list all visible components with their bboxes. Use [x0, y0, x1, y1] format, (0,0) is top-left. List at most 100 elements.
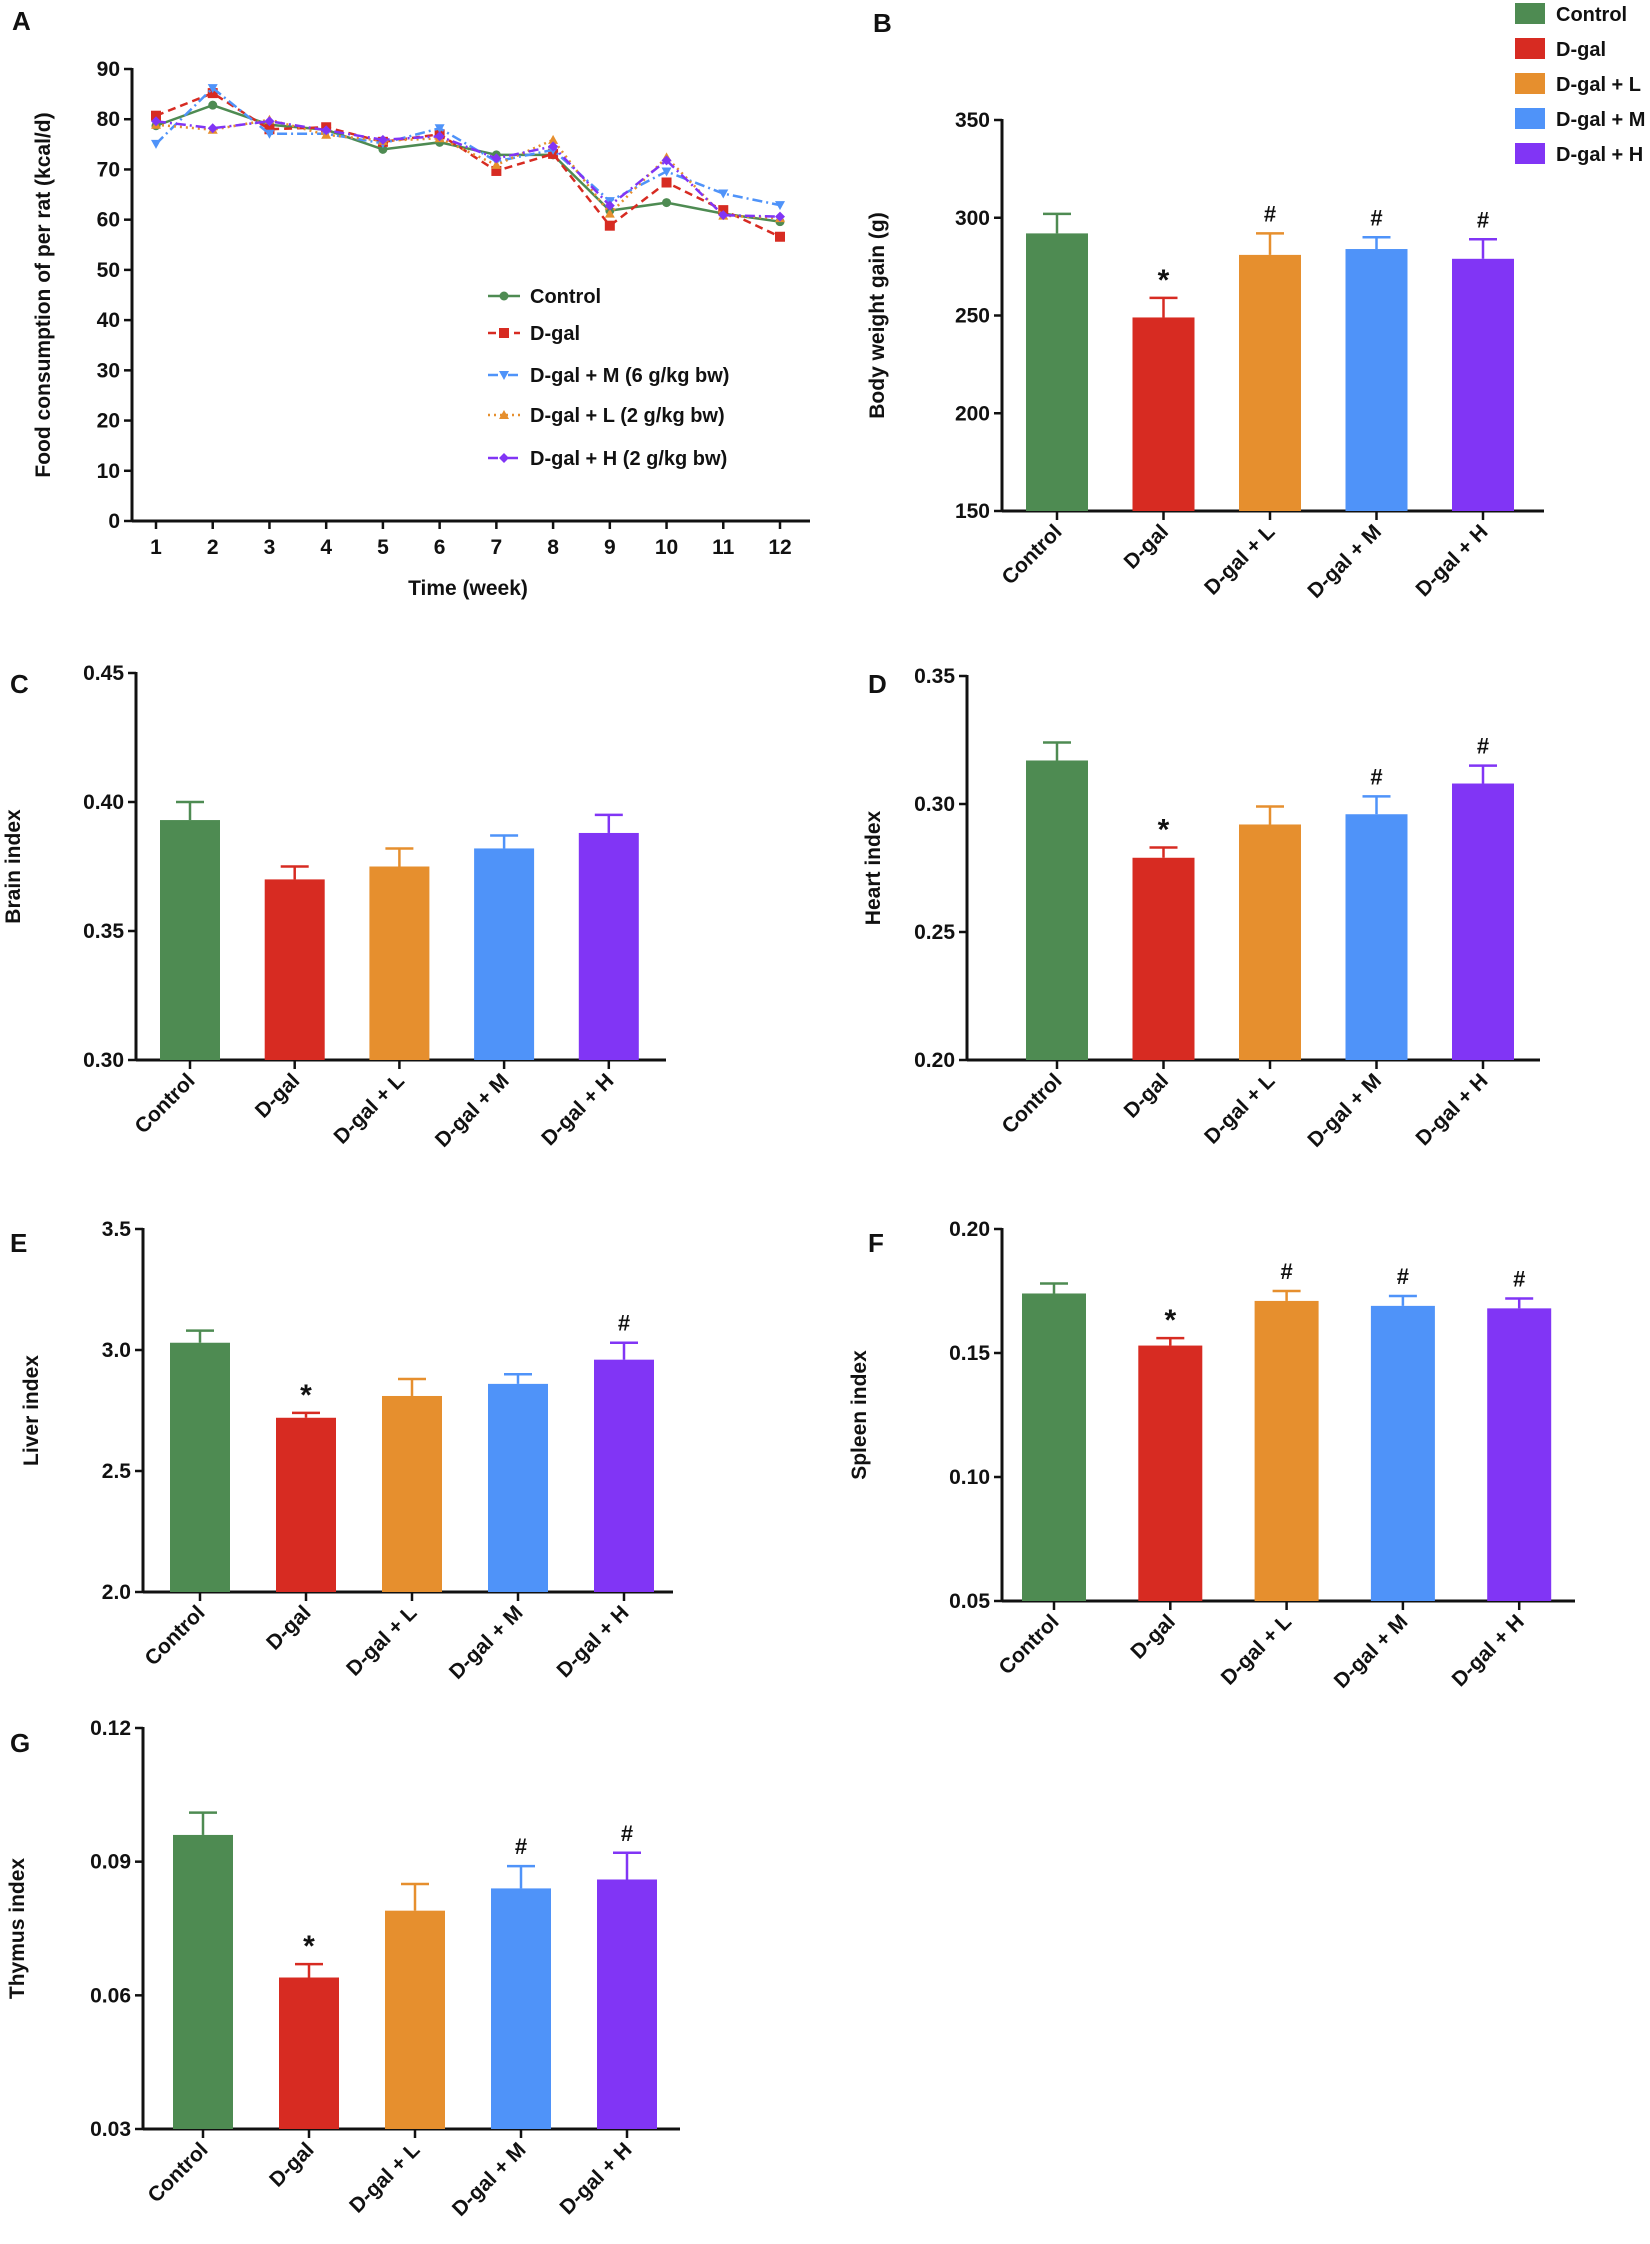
bar-d-gal-m — [474, 848, 535, 1060]
x-tick-label: 9 — [604, 536, 616, 559]
series-line-d-gal-l — [155, 118, 781, 220]
bar-d-gal — [279, 1977, 339, 2129]
y-tick-label: 0.06 — [90, 1984, 131, 2007]
x-tick-label: 8 — [547, 536, 559, 559]
bar-d-gal — [276, 1417, 336, 1592]
data-point — [151, 139, 161, 149]
y-axis-label: Liver index — [20, 1355, 43, 1466]
data-point — [321, 125, 332, 136]
bar-d-gal-l — [1239, 824, 1301, 1060]
y-tick-label: 90 — [97, 58, 120, 81]
legend-marker — [499, 410, 509, 419]
x-tick-label: 7 — [491, 536, 503, 559]
y-tick-label: 0.09 — [90, 1851, 131, 1874]
legend-label: D-gal + L (2 g/kg bw) — [530, 405, 725, 427]
data-point — [207, 84, 218, 94]
legend-groups: Control D-gal D-gal + L D-gal + M D-gal + H — [1515, 3, 1645, 166]
x-tick-label: Control — [997, 520, 1066, 589]
legend-label: D-gal + H (2 g/kg bw) — [530, 448, 727, 470]
x-tick-label: D-gal + L — [342, 1601, 422, 1681]
significance-hash: # — [1280, 1259, 1292, 1284]
x-tick-label: D-gal + H — [552, 1601, 633, 1682]
data-point — [208, 100, 218, 110]
legend-marker — [499, 328, 509, 338]
significance-star: * — [1158, 264, 1170, 297]
y-tick-label: 0.10 — [949, 1466, 990, 1489]
panel-label: A — [12, 6, 31, 36]
x-axis-label: Time (week) — [408, 577, 528, 600]
data-point — [662, 198, 672, 208]
x-tick-label: Control — [130, 1069, 199, 1138]
y-tick-label: 40 — [97, 309, 120, 332]
legend-label: D-gal + M (6 g/kg bw) — [530, 365, 729, 387]
panel-label: B — [873, 8, 892, 38]
significance-hash: # — [1397, 1264, 1409, 1289]
x-tick-label: Control — [143, 2138, 212, 2207]
x-tick-label: D-gal — [251, 1069, 304, 1122]
panel-label: G — [10, 1728, 30, 1758]
data-point — [718, 189, 729, 199]
x-tick-label: D-gal + H — [1411, 520, 1492, 601]
y-tick-label: 0.20 — [914, 1049, 955, 1072]
y-tick-label: 0.20 — [949, 1218, 990, 1241]
legend-label: Control — [530, 286, 601, 308]
significance-hash: # — [1477, 734, 1489, 759]
legend-label: D-gal — [1556, 39, 1606, 61]
x-tick-label: D-gal + M — [1330, 1610, 1413, 1693]
y-tick-label: 200 — [955, 402, 990, 425]
bar-control — [1022, 1293, 1086, 1601]
bar-d-gal-l — [1239, 254, 1301, 511]
panel-label: D — [868, 669, 887, 699]
x-tick-label: 1 — [150, 536, 162, 559]
bar-d-gal-l — [385, 1910, 445, 2129]
significance-hash: # — [618, 1311, 630, 1336]
y-tick-label: 0.30 — [914, 793, 955, 816]
x-tick-label: D-gal — [265, 2138, 318, 2191]
y-tick-label: 80 — [97, 108, 120, 131]
y-axis-label: Thymus index — [6, 1858, 29, 2000]
data-point — [491, 159, 502, 169]
x-tick-label: 4 — [320, 536, 332, 559]
y-tick-label: 3.0 — [102, 1339, 131, 1362]
bar-d-gal-l — [382, 1395, 442, 1592]
y-axis-label: Heart index — [862, 810, 885, 925]
series-line-d-gal-h — [155, 119, 781, 218]
x-tick-label: 5 — [377, 536, 389, 559]
significance-star: * — [1158, 814, 1170, 847]
bar-d-gal-h — [1452, 783, 1514, 1060]
y-tick-label: 20 — [97, 410, 120, 433]
panel-label: E — [10, 1228, 27, 1258]
data-point — [775, 211, 785, 222]
significance-hash: # — [1264, 201, 1276, 226]
bar-control — [173, 1834, 233, 2129]
x-tick-label: Control — [140, 1601, 209, 1670]
y-tick-label: 0.25 — [914, 921, 955, 944]
x-tick-label: D-gal — [1126, 1610, 1179, 1663]
x-tick-label: 6 — [434, 536, 446, 559]
y-axis-label: Body weight gain (g) — [866, 212, 889, 418]
legend-label: D-gal + L — [1556, 74, 1641, 96]
x-tick-label: D-gal + M — [1303, 1069, 1386, 1152]
x-tick-label: D-gal + H — [1411, 1069, 1492, 1150]
bar-control — [160, 820, 220, 1060]
x-tick-label: D-gal — [1120, 520, 1173, 573]
y-tick-label: 2.5 — [102, 1460, 132, 1483]
x-tick-label: Control — [994, 1610, 1063, 1679]
y-axis-label: Spleen index — [848, 1350, 871, 1480]
bar-d-gal — [1132, 317, 1195, 511]
x-tick-label: D-gal + L — [330, 1069, 410, 1149]
y-tick-label: 0.40 — [83, 791, 124, 814]
panel-a: A 0 10 20 30 40 50 60 70 80 90 Food consumption of … — [12, 6, 810, 600]
data-point — [775, 231, 785, 242]
data-point — [207, 123, 218, 134]
x-tick-label: D-gal + L — [1217, 1610, 1297, 1690]
y-tick-label: 0.15 — [949, 1342, 990, 1365]
data-point — [661, 167, 672, 177]
x-tick-label: D-gal + M — [445, 1601, 528, 1684]
data-point — [775, 201, 785, 211]
significance-hash: # — [1477, 207, 1489, 232]
x-tick-label: D-gal + H — [1448, 1610, 1529, 1691]
bar-d-gal-l — [1254, 1300, 1319, 1601]
data-point — [264, 129, 275, 139]
bar-d-gal-m — [1345, 249, 1408, 511]
